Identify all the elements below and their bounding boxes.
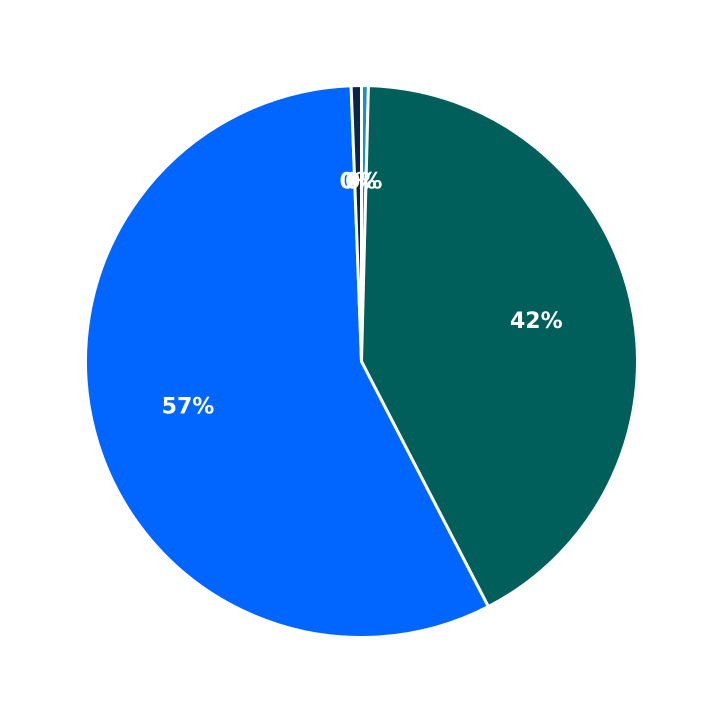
pie-slice-label-3: 0% [339,170,376,195]
pie-slice-2 [84,84,490,639]
pie-slice-1 [360,84,639,609]
pie-slice-3 [349,84,363,363]
pie-slices [84,84,639,639]
pie-slice-label-0: 0% [345,170,382,195]
pie-labels: 0% 42% 57% 0% [162,170,563,420]
pie-slice-label-1: 42% [510,309,563,334]
pie-slice-label-2: 57% [162,395,215,420]
